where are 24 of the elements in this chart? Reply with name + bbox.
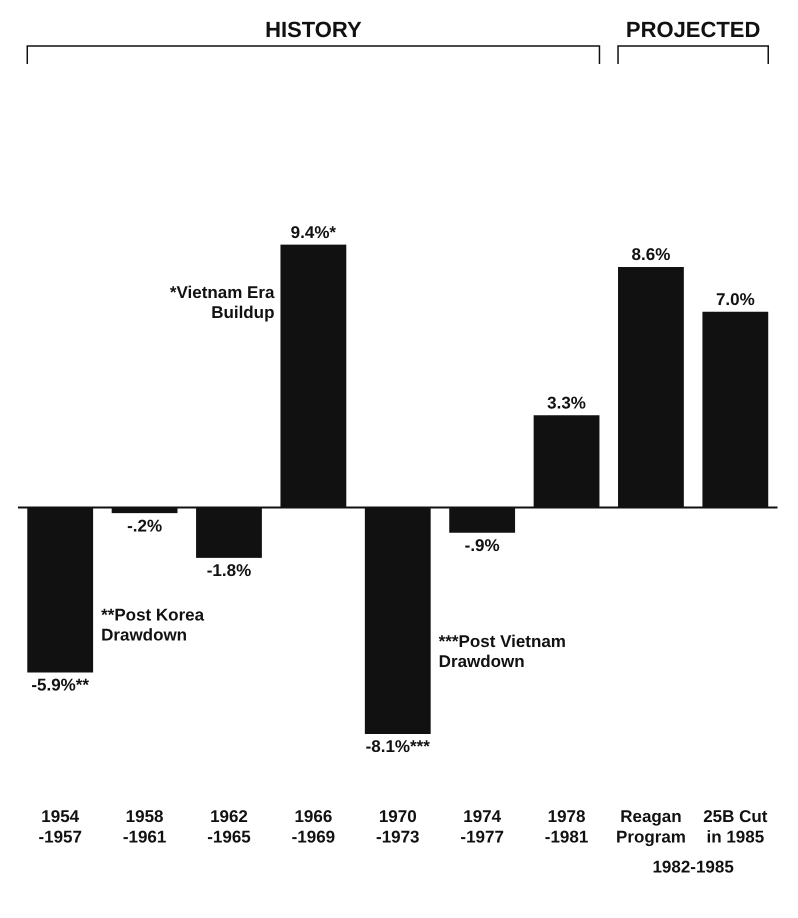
- x-tick-label: 1966 -1969: [292, 807, 336, 846]
- x-tick-label: 1954 -1957: [38, 807, 82, 846]
- annotation: ***Post Vietnam Drawdown: [438, 632, 566, 672]
- data-label: 9.4%*: [290, 222, 336, 242]
- text: HISTORY: [265, 17, 362, 42]
- x-tick-label: 1970 -1973: [376, 807, 420, 846]
- x-tick-label: 1974 -1977: [460, 807, 504, 846]
- data-label: 8.6%: [632, 245, 670, 264]
- annotation: **Post Korea Drawdown: [101, 606, 205, 645]
- data-label: -8.1%***: [366, 737, 430, 756]
- text: 1982-1985: [652, 857, 734, 876]
- data-label: 3.3%: [547, 393, 586, 412]
- x-tick-label: 25B Cut in 1985: [703, 807, 768, 846]
- x-tick-label: 1958 -1961: [122, 807, 166, 846]
- data-label: -5.9%**: [31, 676, 90, 695]
- data-label: -1.8%: [206, 561, 252, 580]
- data-label: -.9%: [464, 536, 500, 555]
- annotation: *Vietnam Era Buildup: [170, 282, 275, 322]
- data-label: 7.0%: [716, 290, 755, 309]
- text: PROJECTED: [626, 17, 760, 42]
- x-tick-label: Reagan Program: [616, 807, 686, 846]
- x-tick-label: 1978 -1981: [544, 807, 588, 846]
- x-tick-label: 1962 -1965: [207, 807, 251, 846]
- data-label: -.2%: [127, 516, 162, 536]
